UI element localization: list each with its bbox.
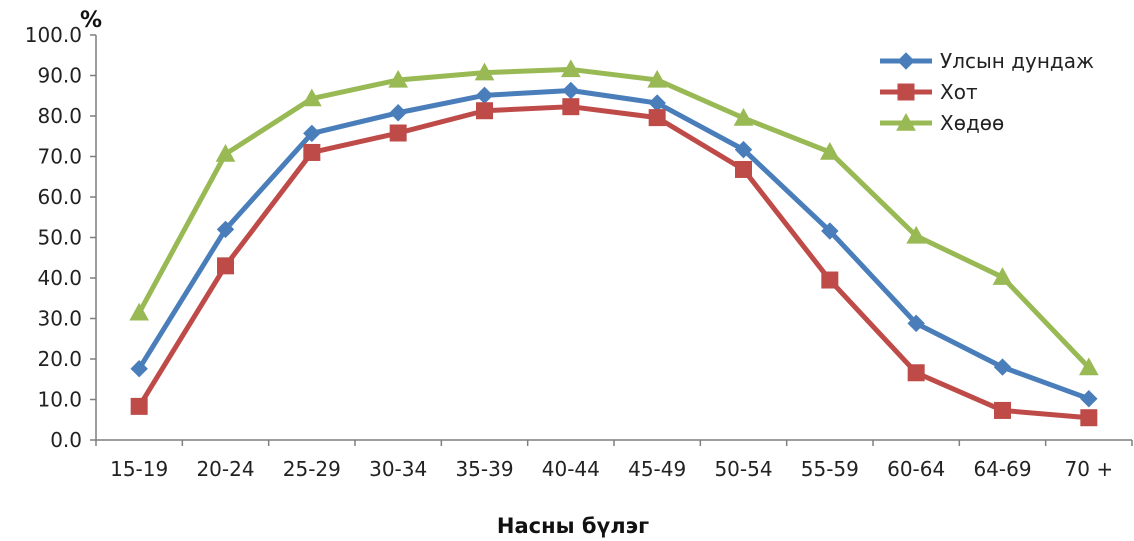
legend-swatch-marker	[897, 83, 915, 101]
data-point	[475, 86, 494, 105]
y-tick-label: 80.0	[37, 104, 82, 128]
data-point	[906, 225, 927, 244]
data-point	[389, 104, 407, 122]
data-point	[303, 124, 321, 143]
data-point	[819, 142, 840, 160]
y-tick-label: 30.0	[37, 307, 82, 331]
x-ticks: 15-19 20-24 25-29 30-34 35-39 40-44 45-49 50-54…	[95, 440, 1133, 481]
data-point	[994, 401, 1011, 419]
x-tick-label: 45-49	[628, 457, 686, 481]
data-point	[388, 69, 409, 88]
data-point	[215, 144, 236, 162]
data-point	[735, 160, 752, 178]
data-point	[821, 222, 839, 240]
data-point	[217, 257, 234, 275]
legend-item: Улсын дундаж	[880, 49, 1094, 73]
series-1	[130, 81, 1098, 408]
y-axis-unit-label: %	[80, 8, 102, 33]
legend-label: Хот	[940, 80, 978, 104]
y-tick-label: 60.0	[37, 185, 82, 209]
series-layer	[129, 59, 1099, 427]
data-point	[993, 358, 1012, 376]
x-tick-label: 70 +	[1065, 457, 1114, 481]
data-point	[992, 267, 1013, 285]
y-ticks: 0.0 10.0 20.0 30.0 40.0 50.0 60.0 70.0 80.0 90.0 1…	[25, 23, 96, 452]
data-point	[129, 302, 150, 321]
series-line	[137, 104, 1090, 421]
x-tick-label: 30-34	[369, 457, 427, 481]
data-point	[130, 360, 148, 378]
x-tick-label: 15-19	[110, 457, 168, 481]
data-point	[216, 220, 235, 239]
x-tick-label: 25-29	[283, 457, 341, 481]
legend-item: Хот	[880, 80, 978, 104]
y-tick-label: 20.0	[37, 347, 82, 371]
y-tick-label: 0.0	[50, 428, 82, 452]
y-tick-label: 90.0	[37, 64, 82, 88]
series-line	[137, 87, 1090, 402]
legend-swatch-marker	[896, 112, 916, 131]
series-line	[136, 66, 1091, 370]
data-point	[1080, 409, 1098, 427]
series-2	[130, 98, 1098, 427]
x-tick-label: 55-59	[801, 457, 859, 481]
data-point	[734, 140, 753, 159]
y-tick-label: 70.0	[37, 145, 82, 169]
y-tick-label: 50.0	[37, 226, 82, 250]
legend-label: Хөдөө	[940, 111, 1004, 135]
data-point	[562, 98, 580, 116]
data-point	[733, 107, 754, 126]
x-tick-label: 64-69	[973, 457, 1031, 481]
data-point	[130, 397, 148, 415]
data-point	[560, 59, 581, 78]
data-point	[907, 314, 925, 333]
y-tick-label: 40.0	[37, 266, 82, 290]
data-point	[476, 102, 493, 120]
x-tick-label: 40-44	[542, 457, 600, 481]
data-point	[562, 81, 580, 100]
y-tick-label: 100.0	[25, 23, 82, 47]
data-point	[474, 62, 495, 81]
data-point	[821, 271, 839, 289]
x-tick-label: 60-64	[887, 457, 945, 481]
data-point	[1078, 357, 1099, 376]
x-tick-label: 50-54	[714, 457, 772, 481]
data-point	[647, 69, 668, 88]
x-tick-label: 35-39	[455, 457, 513, 481]
x-tick-label: 20-24	[196, 457, 254, 481]
legend-item: Хөдөө	[880, 111, 1004, 135]
data-point	[303, 143, 321, 161]
legend-swatch-marker	[897, 52, 915, 70]
data-point	[907, 364, 925, 382]
y-tick-label: 10.0	[37, 388, 82, 412]
legend-label: Улсын дундаж	[940, 49, 1094, 73]
data-point	[1080, 389, 1098, 408]
legend: Улсын дундаж Хот Хөдөө	[880, 49, 1094, 135]
data-point	[389, 124, 407, 142]
data-point	[648, 109, 666, 127]
x-axis-title: Насны бүлэг	[497, 514, 649, 538]
data-point	[301, 88, 322, 107]
series-3	[129, 59, 1099, 376]
